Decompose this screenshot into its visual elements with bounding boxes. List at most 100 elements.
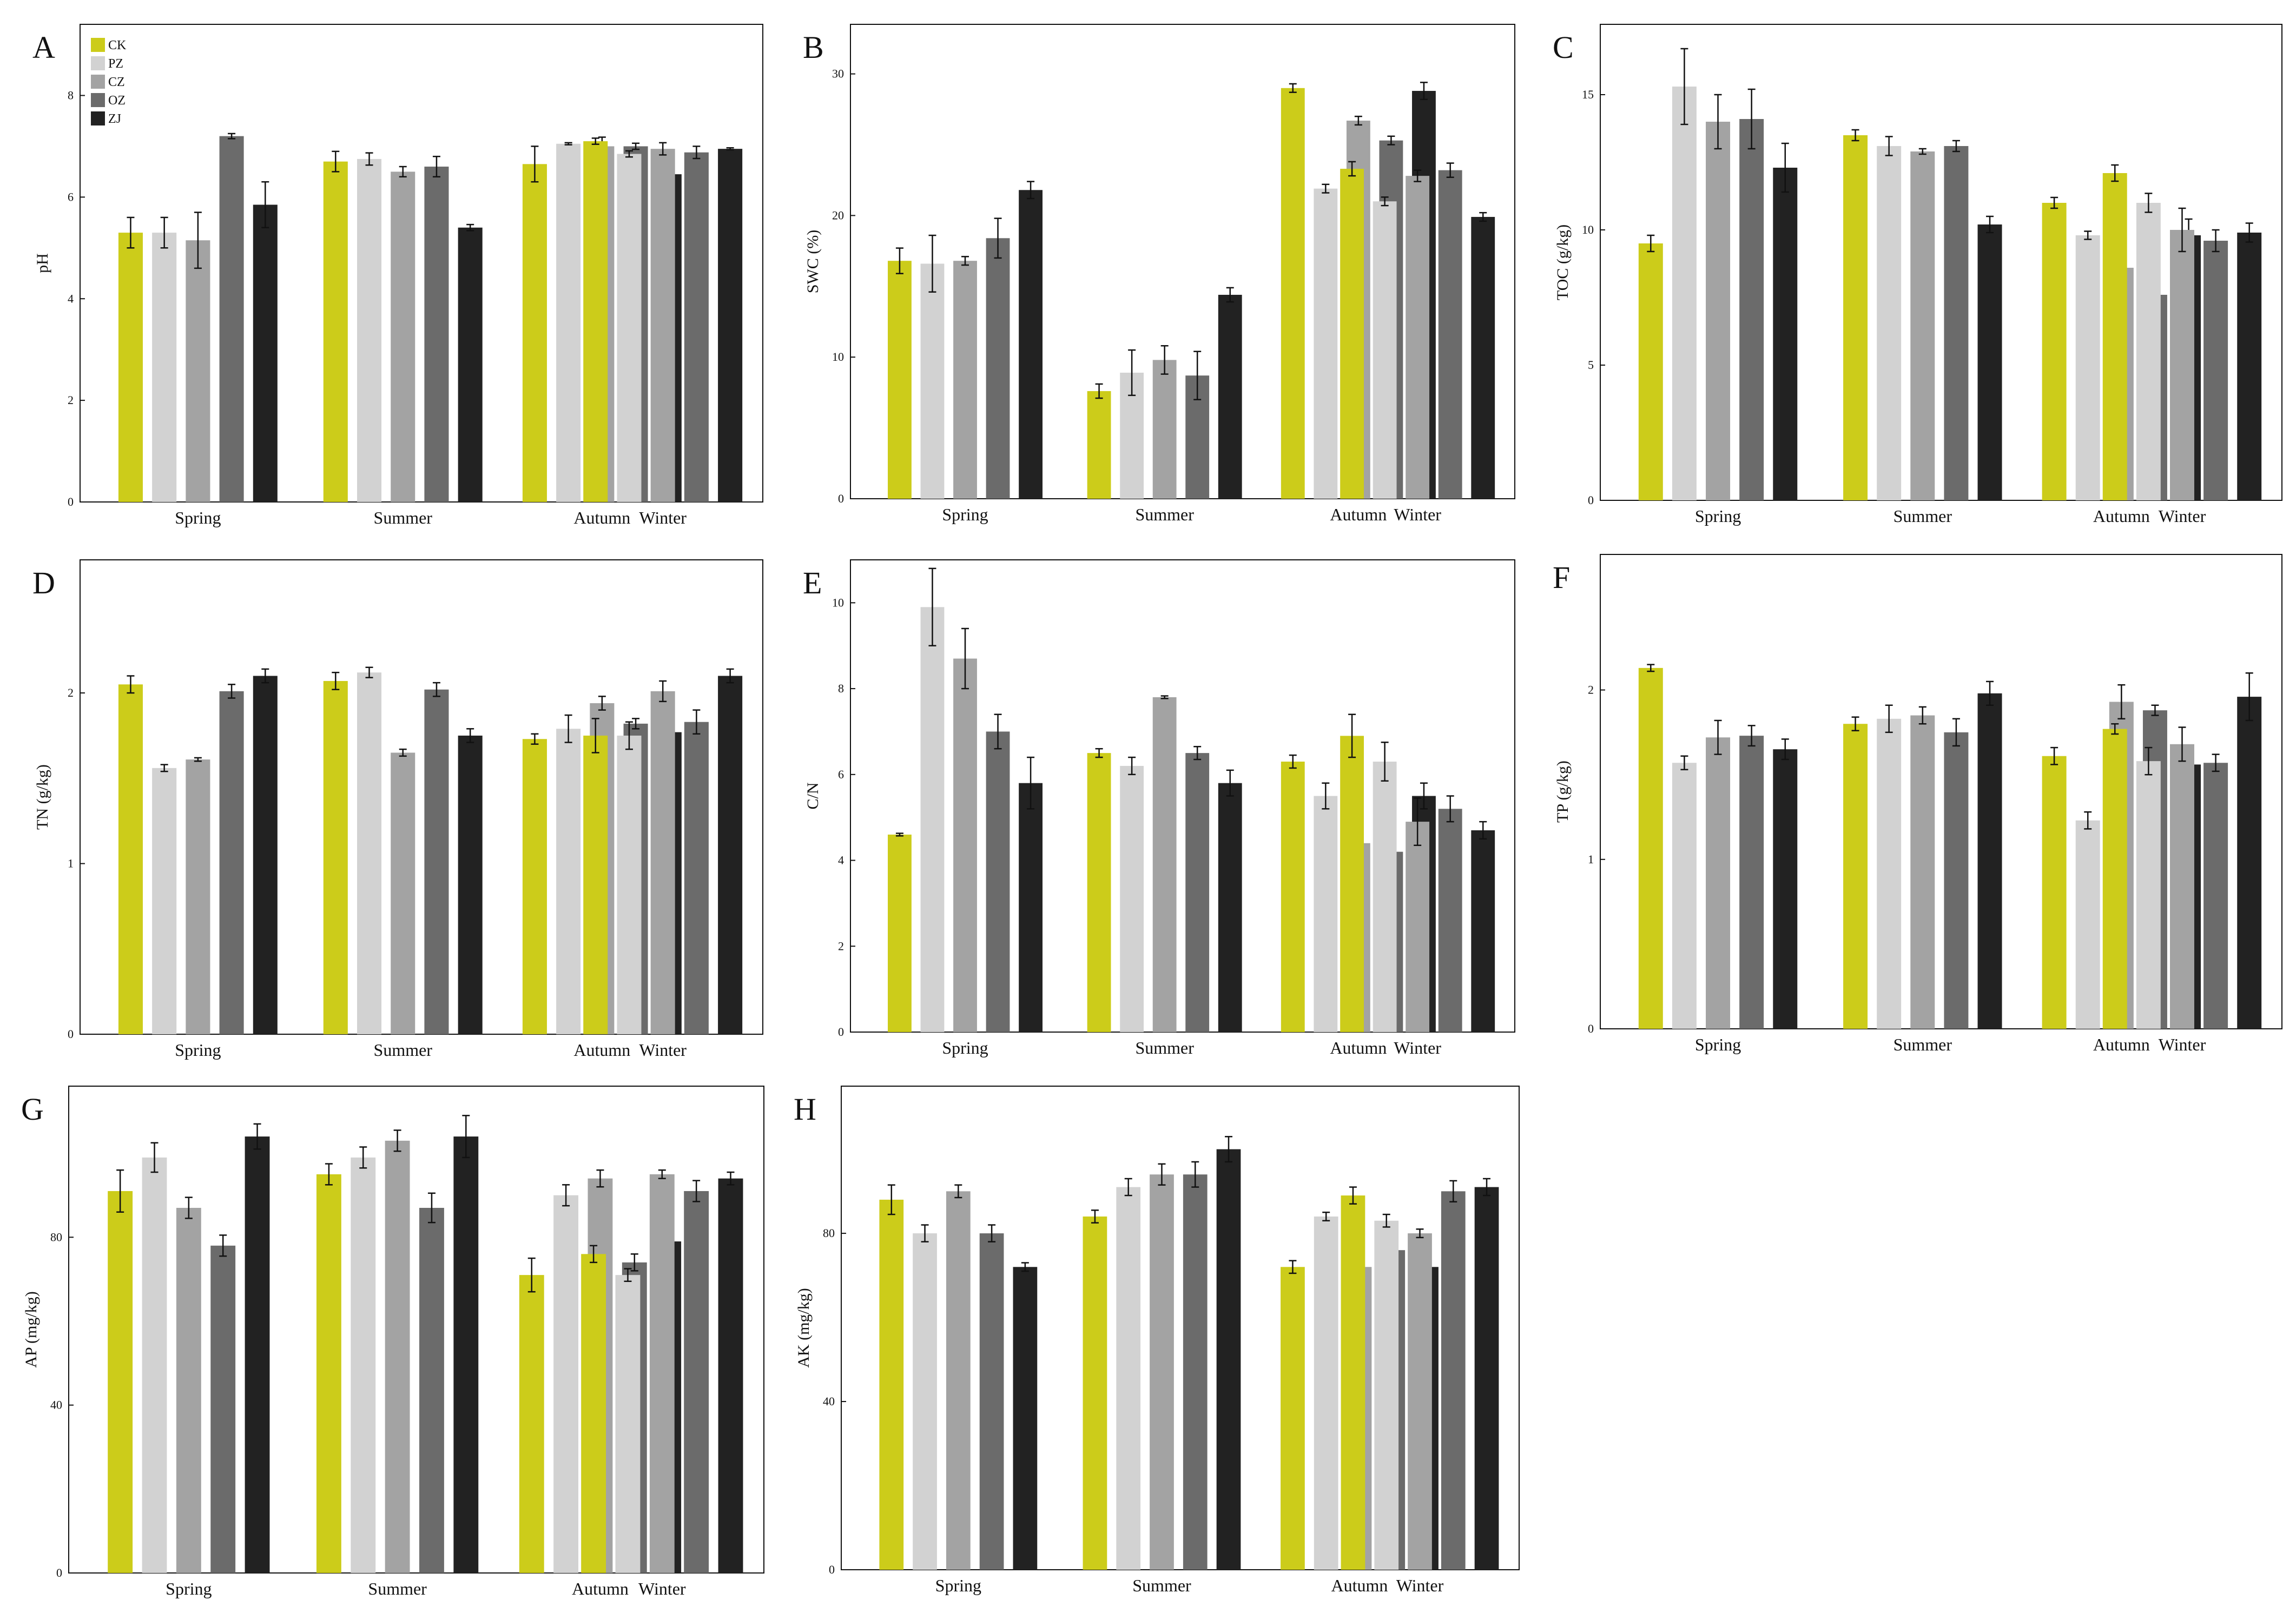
bar-oz-winter [1441,1191,1466,1570]
x-category-label: Spring [175,1040,221,1060]
bar-oz-winter [1438,809,1462,1032]
x-category-label: Autumn [573,1040,630,1060]
bar-pz-summer [1120,765,1144,1032]
x-category-label: Spring [166,1579,212,1598]
panel-a: A 0 2 4 6 8 pH Spring Summer Autumn Winter [32,24,763,527]
bar-zj-spring [1773,749,1798,1029]
bar-zj-summer [1977,693,2002,1029]
x-category-label: Winter [639,508,687,527]
bar-ck-summer [1087,753,1111,1032]
legend-swatch-oz [91,93,105,107]
y-tick-label: 0 [68,495,74,508]
x-category-label: Spring [175,508,221,527]
x-category-label: Summer [1135,505,1194,524]
panel-f: F 0 1 2 TP (g/kg) Spring Summer Autumn Winter [1553,554,2282,1054]
y-axis-label: AP (mg/kg) [22,1291,40,1367]
bar-pz-autumn [1314,796,1338,1032]
panel-letter: G [21,1092,44,1127]
x-category-label: Autumn [2093,1035,2150,1054]
bar-cz-winter [650,691,675,1034]
bar-ck-winter [1340,169,1364,499]
y-tick-label: 40 [823,1394,835,1408]
bar-cz-winter [1406,176,1430,499]
y-tick-label: 40 [50,1398,62,1412]
bar-ck-autumn [2042,203,2067,500]
y-axis-label: C/N [804,782,822,809]
x-category-label: Autumn [1330,1038,1387,1057]
bar-cz-spring [176,1208,201,1573]
bar-zj-winter [718,1178,743,1573]
panel-letter: B [803,30,824,65]
y-tick-label: 0 [838,492,844,505]
x-category-label: Summer [1135,1038,1194,1057]
plot-frame [850,24,1515,499]
bar-cz-spring [953,261,977,499]
y-tick-label: 10 [832,596,844,609]
x-category-label: Summer [1893,1035,1952,1054]
x-category-label: Summer [374,508,433,527]
panel-letter: F [1553,560,1570,595]
y-tick-label: 0 [56,1566,62,1579]
bar-zj-winter [1471,217,1495,499]
panel-letter: D [32,565,55,600]
y-tick-label: 20 [832,208,844,222]
y-tick-label: 80 [50,1230,62,1244]
bar-zj-summer [1977,224,2002,500]
panel-h: H 0 40 80 AK (mg/kg) Spring Summer Autumn Winter [794,1086,1520,1595]
y-tick-label: 10 [1582,223,1594,236]
x-category-label: Autumn [1330,505,1387,524]
x-category-label: Winter [1394,505,1441,524]
x-category-label: Winter [638,1579,686,1598]
y-tick-label: 0 [1588,1022,1594,1035]
bar-ck-autumn [1281,762,1305,1032]
bar-pz-autumn [556,143,581,502]
bar-oz-summer [1183,1174,1208,1570]
bar-pz-summer [357,672,382,1034]
y-tick-label: 80 [823,1226,835,1240]
bar-zj-spring [253,676,278,1034]
x-category-label: Summer [1893,506,1952,526]
bar-ck-winter [583,735,608,1034]
y-axis-label: AK (mg/kg) [795,1288,813,1367]
bar-ck-spring [879,1199,904,1570]
x-category-label: Autumn [573,508,630,527]
legend-swatch-cz [91,75,105,89]
y-tick-label: 2 [1588,683,1594,697]
bar-ck-summer [1083,1216,1107,1570]
plot-frame [841,1086,1520,1570]
plot-frame [80,559,763,1035]
x-category-label: Autumn [2093,506,2150,526]
x-category-label: Spring [1695,1035,1741,1054]
bar-zj-winter [2237,697,2262,1029]
y-tick-label: 0 [1588,493,1594,507]
y-tick-label: 1 [1588,852,1594,866]
bar-cz-winter [649,1174,675,1573]
bar-cz-winter [2169,744,2194,1029]
bar-ck-autumn [522,164,547,502]
bar-oz-summer [1185,753,1210,1032]
bar-zj-winter [2237,233,2262,500]
bar-ck-autumn [2042,756,2067,1029]
bar-ck-summer [316,1174,341,1573]
bar-oz-winter [2203,241,2228,500]
x-category-label: Summer [374,1040,433,1060]
bar-oz-winter [684,152,709,503]
bar-zj-spring [245,1136,270,1573]
bar-cz-spring [186,759,210,1034]
bar-oz-spring [1739,736,1764,1029]
legend-swatch-pz [91,56,105,70]
bar-pz-summer [1877,146,1902,500]
bar-ck-summer [1087,391,1111,499]
legend-swatch-zj [91,111,105,125]
bar-ck-summer [323,161,348,502]
bar-pz-autumn [553,1195,579,1573]
bar-zj-summer [458,735,483,1034]
bar-pz-autumn [1314,1216,1338,1570]
bar-pz-winter [1374,1220,1399,1570]
y-tick-label: 4 [838,854,844,867]
plot-frame [68,1086,764,1574]
bar-ck-spring [118,233,143,502]
y-axis-label: pH [34,253,51,273]
